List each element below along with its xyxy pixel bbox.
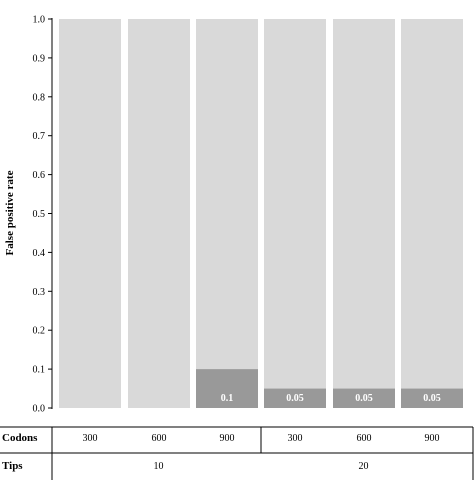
y-tick-label: 0.3 bbox=[33, 287, 46, 298]
bar-remainder bbox=[59, 19, 121, 408]
bar-remainder bbox=[128, 19, 190, 408]
bar-data-label: 0.05 bbox=[286, 393, 304, 404]
y-tick-label: 0.8 bbox=[33, 92, 46, 103]
bar-remainder bbox=[333, 19, 395, 389]
y-tick-label: 0.6 bbox=[33, 170, 46, 181]
y-tick-label: 0.0 bbox=[33, 404, 46, 415]
codons-row: 300 600 900 300 600 900 bbox=[83, 433, 440, 444]
codons-cell: 300 bbox=[83, 433, 98, 444]
codons-row-title: Codons bbox=[2, 432, 38, 444]
tips-cell: 20 bbox=[359, 461, 369, 472]
bar-remainder bbox=[196, 19, 258, 370]
y-tick-label: 0.1 bbox=[33, 365, 46, 376]
codons-cell: 900 bbox=[425, 433, 440, 444]
tips-row-title: Tips bbox=[2, 460, 23, 472]
y-tick-label: 1.0 bbox=[33, 15, 46, 26]
bar-remainder bbox=[264, 19, 326, 389]
y-tick-label: 0.7 bbox=[33, 131, 46, 142]
y-tick-label: 0.5 bbox=[33, 209, 46, 220]
bar-value bbox=[264, 388, 326, 408]
bar-remainder bbox=[401, 19, 463, 389]
bar-data-label: 0.05 bbox=[423, 393, 441, 404]
tips-cell: 10 bbox=[154, 461, 164, 472]
bars: 0.1 0.05 0.05 0.05 bbox=[59, 19, 463, 408]
y-axis: 0.0 0.1 0.2 0.3 0.4 0.5 0.6 0.7 0.8 0.9 1.0 bbox=[33, 15, 53, 415]
bar-value bbox=[333, 388, 395, 408]
bar-data-label: 0.05 bbox=[355, 393, 373, 404]
tips-row: 10 20 bbox=[154, 461, 369, 472]
codons-cell: 300 bbox=[288, 433, 303, 444]
y-tick-label: 0.4 bbox=[33, 248, 46, 259]
y-tick-label: 0.2 bbox=[33, 326, 46, 337]
y-axis-label: False positive rate bbox=[4, 170, 16, 255]
design-table: Codons Tips 300 600 900 300 600 900 10 20 bbox=[0, 426, 474, 480]
bar-value bbox=[196, 369, 258, 408]
codons-cell: 600 bbox=[152, 433, 167, 444]
bar-data-label: 0.1 bbox=[221, 393, 234, 404]
codons-cell: 900 bbox=[220, 433, 235, 444]
bar-value bbox=[401, 388, 463, 408]
y-tick-label: 0.9 bbox=[33, 53, 46, 64]
codons-cell: 600 bbox=[357, 433, 372, 444]
